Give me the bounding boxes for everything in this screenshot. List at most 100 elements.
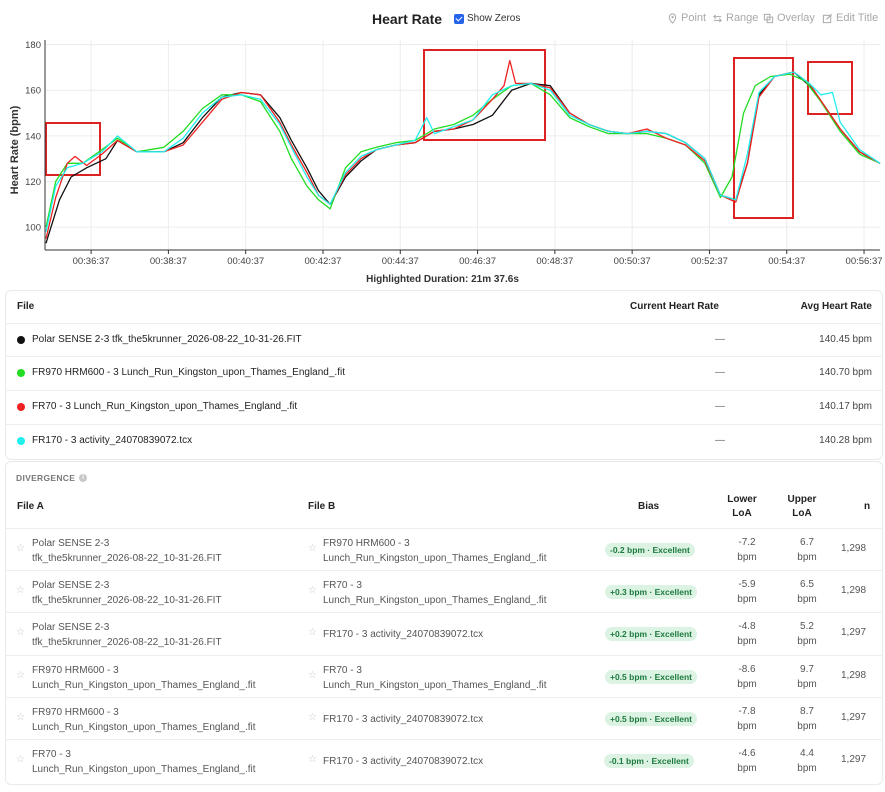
highlighted-duration: Highlighted Duration: 21m 37.6s xyxy=(366,274,519,285)
lower-loa-cell: -7.8 bpm xyxy=(727,704,767,734)
file-name: Polar SENSE 2-3 tfk_the5krunner_2026-08-… xyxy=(32,334,302,345)
star-icon[interactable]: ☆ xyxy=(308,543,317,554)
info-icon[interactable]: i xyxy=(79,474,88,482)
heart-rate-chart[interactable]: Heart Rate (bpm) 100 120 140 160 180 00:36:37… xyxy=(0,36,885,272)
current-hr-value: — xyxy=(715,334,725,345)
lower-loa-value: -8.6 xyxy=(738,664,756,675)
x-tick-label: 00:38:37 xyxy=(150,256,187,267)
divergence-row[interactable]: ☆ FR970 HRM600 - 3 Lunch_Run_Kingston_upon… xyxy=(6,655,882,698)
bias-badge: +0.3 bpm · Excellent xyxy=(605,585,697,599)
x-tick-label: 00:40:37 xyxy=(227,256,264,267)
lower-loa-header-line2: LoA xyxy=(732,508,752,519)
star-icon[interactable]: ☆ xyxy=(16,627,25,638)
divergence-row[interactable]: ☆ Polar SENSE 2-3 tfk_the5krunner_2026-08-… xyxy=(6,528,882,571)
file-b-cell: FR170 - 3 activity_24070839072.tcx xyxy=(323,754,593,769)
file-b-line2: Lunch_Run_Kingston_upon_Thames_England_.… xyxy=(323,595,547,606)
file-row[interactable]: FR970 HRM600 - 3 Lunch_Run_Kingston_upon… xyxy=(6,356,882,389)
upper-loa-header-line2: LoA xyxy=(792,508,812,519)
upper-loa-header-line1: Upper xyxy=(787,494,817,505)
star-icon[interactable]: ☆ xyxy=(308,627,317,638)
upper-loa-value: 9.7 xyxy=(800,664,814,675)
bias-badge: +0.2 bpm · Excellent xyxy=(605,627,697,641)
file-row[interactable]: FR170 - 3 activity_24070839072.tcx — 140… xyxy=(6,424,882,457)
edit-title-label: Edit Title xyxy=(836,12,879,24)
file-b-cell: FR970 HRM600 - 3 Lunch_Run_Kingston_upon_… xyxy=(323,536,593,566)
show-zeros-checkbox[interactable] xyxy=(454,13,464,24)
file-a-line2: tfk_the5krunner_2026-08-22_10-31-26.FIT xyxy=(32,637,222,648)
x-tick-label: 00:50:37 xyxy=(614,256,651,267)
x-tick-label: 00:48:37 xyxy=(536,256,573,267)
file-a-cell: Polar SENSE 2-3 tfk_the5krunner_2026-08-2… xyxy=(32,620,302,650)
lower-loa-value: -5.9 xyxy=(738,579,756,590)
file-b-header: File B xyxy=(308,501,336,512)
file-a-line1: Polar SENSE 2-3 xyxy=(32,622,110,633)
upper-loa-value: 8.7 xyxy=(800,706,814,717)
star-icon[interactable]: ☆ xyxy=(16,754,25,765)
upper-loa-unit: bpm xyxy=(797,594,817,605)
upper-loa-value: 4.4 xyxy=(800,748,814,759)
file-a-line1: FR970 HRM600 - 3 xyxy=(32,665,119,676)
y-tick-label: 100 xyxy=(25,223,41,234)
star-icon[interactable]: ☆ xyxy=(308,754,317,765)
lower-loa-value: -4.6 xyxy=(738,748,756,759)
lower-loa-unit: bpm xyxy=(737,679,757,690)
file-row[interactable]: Polar SENSE 2-3 tfk_the5krunner_2026-08-… xyxy=(6,323,882,356)
show-zeros-toggle[interactable]: Show Zeros xyxy=(454,13,520,24)
upper-loa-cell: 6.5 bpm xyxy=(787,577,827,607)
star-icon[interactable]: ☆ xyxy=(16,712,25,723)
file-b-line1: FR170 - 3 activity_24070839072.tcx xyxy=(323,714,484,725)
upper-loa-cell: 9.7 bpm xyxy=(787,662,827,692)
point-tool-button[interactable]: Point xyxy=(667,12,706,24)
divergence-row[interactable]: ☆ Polar SENSE 2-3 tfk_the5krunner_2026-08-… xyxy=(6,612,882,655)
bias-badge: -0.2 bpm · Excellent xyxy=(605,543,695,557)
divergence-row[interactable]: ☆ FR970 HRM600 - 3 Lunch_Run_Kingston_upon… xyxy=(6,697,882,740)
lower-loa-unit: bpm xyxy=(737,636,757,647)
n-value: 1,297 xyxy=(841,754,867,765)
bias-badge: +0.5 bpm · Excellent xyxy=(605,670,697,684)
current-hr-header: Current Heart Rate xyxy=(630,301,719,312)
bias-badge: +0.5 bpm · Excellent xyxy=(605,712,697,726)
chart-toolbar: Heart Rate Show Zeros Point Range Overla… xyxy=(0,0,885,38)
lower-loa-header-line1: Lower xyxy=(727,494,757,505)
lower-loa-cell: -4.8 bpm xyxy=(727,619,767,649)
n-value: 1,297 xyxy=(841,712,867,723)
lower-loa-unit: bpm xyxy=(737,721,757,732)
y-tick-label: 160 xyxy=(25,86,41,97)
series-color-dot xyxy=(17,403,25,411)
file-a-line2: Lunch_Run_Kingston_upon_Thames_England_.… xyxy=(32,722,256,733)
star-icon[interactable]: ☆ xyxy=(308,585,317,596)
file-a-cell: Polar SENSE 2-3 tfk_the5krunner_2026-08-2… xyxy=(32,536,302,566)
star-icon[interactable]: ☆ xyxy=(308,670,317,681)
avg-hr-value: 140.28 bpm xyxy=(819,435,872,446)
pin-icon xyxy=(668,12,677,24)
file-a-line1: FR970 HRM600 - 3 xyxy=(32,707,119,718)
highlight-box xyxy=(733,57,794,219)
upper-loa-value: 6.7 xyxy=(800,537,814,548)
highlight-box xyxy=(423,49,546,141)
series-color-dot xyxy=(17,437,25,445)
divergence-table: DIVERGENCE i File A File B Bias Lower Lo… xyxy=(5,461,883,785)
file-a-cell: Polar SENSE 2-3 tfk_the5krunner_2026-08-2… xyxy=(32,578,302,608)
upper-loa-unit: bpm xyxy=(797,636,817,647)
file-row[interactable]: FR70 - 3 Lunch_Run_Kingston_upon_Thames_… xyxy=(6,390,882,423)
overlay-tool-button[interactable]: Overlay xyxy=(763,12,815,24)
star-icon[interactable]: ☆ xyxy=(16,670,25,681)
arrows-icon xyxy=(713,13,722,23)
file-b-line1: FR70 - 3 xyxy=(323,580,362,591)
upper-loa-unit: bpm xyxy=(797,552,817,563)
star-icon[interactable]: ☆ xyxy=(308,712,317,723)
series-line xyxy=(45,59,881,239)
star-icon[interactable]: ☆ xyxy=(16,543,25,554)
divergence-row[interactable]: ☆ FR70 - 3 Lunch_Run_Kingston_upon_Thames_… xyxy=(6,739,882,782)
range-tool-button[interactable]: Range xyxy=(712,12,758,24)
file-a-line2: Lunch_Run_Kingston_upon_Thames_England_.… xyxy=(32,764,256,775)
upper-loa-value: 6.5 xyxy=(800,579,814,590)
n-value: 1,297 xyxy=(841,627,867,638)
divergence-row[interactable]: ☆ Polar SENSE 2-3 tfk_the5krunner_2026-08-… xyxy=(6,570,882,613)
star-icon[interactable]: ☆ xyxy=(16,585,25,596)
bias-badge: -0.1 bpm · Excellent xyxy=(604,754,694,768)
avg-hr-value: 140.45 bpm xyxy=(819,334,872,345)
lower-loa-unit: bpm xyxy=(737,552,757,563)
upper-loa-cell: 5.2 bpm xyxy=(787,619,827,649)
edit-title-button[interactable]: Edit Title xyxy=(822,12,878,24)
